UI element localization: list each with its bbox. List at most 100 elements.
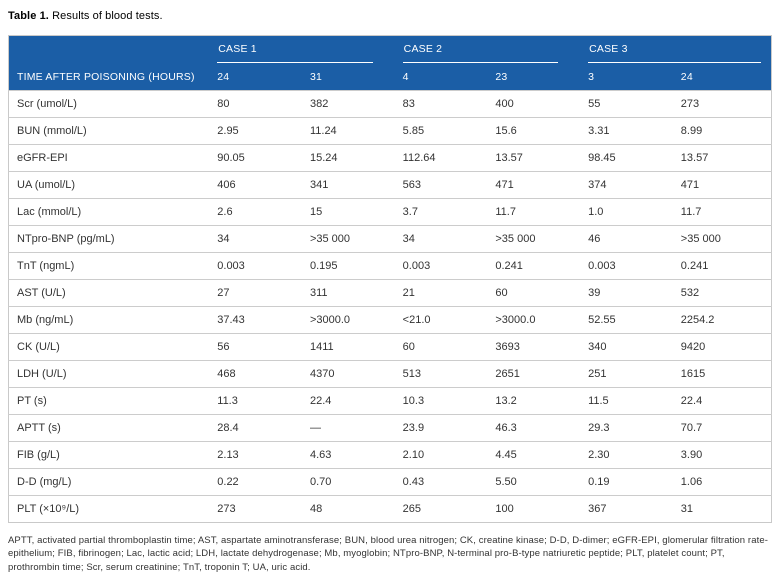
cell-value: 0.19 [586,468,679,496]
blood-tests-table: CASE 1 CASE 2 CASE 3 TIME AFTER POISONING … [8,35,772,523]
table-row: Mb (ng/mL) 37.43 >3000.0 <21.0 >3000.0 52.55 2… [8,306,772,334]
cell-value: 0.43 [400,468,494,496]
cell-value: 15.24 [307,144,401,172]
row-label: AST (U/L) [8,279,216,307]
cell-value: >3000.0 [493,306,587,334]
cell-value: 27 [215,279,308,307]
cell-value: 2.13 [215,441,308,469]
cell-value: 28.4 [215,414,308,442]
cell-value: 563 [400,171,494,199]
cell-value: 3693 [493,333,587,361]
cell-value: 1411 [307,333,401,361]
table-row: APTT (s) 28.4—23.9 46.3 29.3 70.7 [8,414,772,442]
cell-value: 2.6 [215,198,308,226]
table-header: CASE 1 CASE 2 CASE 3 TIME AFTER POISONING … [8,35,772,91]
cell-value: 112.64 [400,144,494,172]
cell-value: 13.57 [678,144,772,172]
cell-value: 34 [400,225,494,253]
cell-value: 80 [215,90,308,118]
case-header-row: CASE 1 CASE 2 CASE 3 [8,35,772,63]
row-label: NTpro-BNP (pg/mL) [8,225,216,253]
cell-value: 21 [400,279,494,307]
cell-value: 2.30 [586,441,679,469]
row-label: Lac (mmol/L) [8,198,216,226]
cell-value: 340 [586,333,679,361]
cell-value: 382 [307,90,401,118]
table-row: D-D (mg/L) 0.22 0.70 0.43 5.50 0.19 1.06 [8,468,772,496]
cell-value: 48 [307,495,401,523]
table-caption-number: Table 1. [8,10,49,22]
cell-value: 70.7 [678,414,772,442]
time-header-cell: 4 [400,63,494,91]
cell-value: 4.63 [307,441,401,469]
cell-value: 1.0 [586,198,679,226]
table-row: BUN (mmol/L) 2.95 11.24 5.85 15.6 3.31 8.99 [8,117,772,145]
cell-value: 34 [215,225,308,253]
cell-value: 11.5 [586,387,679,415]
cell-value: 8.99 [678,117,772,145]
cell-value: 341 [307,171,401,199]
cell-value: 39 [586,279,679,307]
cell-value: 1615 [678,360,772,388]
row-label: FIB (g/L) [8,441,216,469]
time-after-poisoning-header: TIME AFTER POISONING (HOURS) [8,63,216,91]
table-row: FIB (g/L) 2.13 4.63 2.10 4.45 2.30 3.90 [8,441,772,469]
cell-value: 2.10 [400,441,494,469]
cell-value: 374 [586,171,679,199]
cell-value: >35 000 [678,225,772,253]
cell-value: 0.003 [215,252,308,280]
cell-value: 11.24 [307,117,401,145]
row-label: TnT (ngmL) [8,252,216,280]
cell-value: 46 [586,225,679,253]
cell-value: 2.95 [215,117,308,145]
table-row: UA (umol/L) 406 341 563 471 374 471 [8,171,772,199]
cell-value: 37.43 [215,306,308,334]
cell-value: 2254.2 [678,306,772,334]
cell-value: 31 [678,495,772,523]
cell-value: 311 [307,279,401,307]
cell-value: 15.6 [493,117,587,145]
cell-value: 471 [493,171,587,199]
cell-value: 513 [400,360,494,388]
cell-value: 60 [400,333,494,361]
cell-value: 0.241 [493,252,587,280]
cell-value: 1.06 [678,468,772,496]
table-row: AST (U/L) 27 311 21 60 39 532 [8,279,772,307]
row-label: Scr (umol/L) [8,90,216,118]
table-caption: Table 1. Results of blood tests. [8,10,772,22]
table-row: TnT (ngmL) 0.003 0.195 0.003 0.241 0.003 0.241 [8,252,772,280]
cell-value: 13.2 [493,387,587,415]
cell-value: 60 [493,279,587,307]
cell-value: 13.57 [493,144,587,172]
cell-value: 0.22 [215,468,308,496]
cell-value: 29.3 [586,414,679,442]
time-header-cell: 31 [307,63,401,91]
case-group-header: CASE 3 [586,35,772,63]
cell-value: 3.7 [400,198,494,226]
cell-value: 0.003 [400,252,494,280]
cell-value: 83 [400,90,494,118]
cell-value: 22.4 [307,387,401,415]
abbreviations-footnote: APTT, activated partial thromboplastin t… [8,535,768,573]
row-label: eGFR-EPI [8,144,216,172]
row-label: PT (s) [8,387,216,415]
time-header-row: TIME AFTER POISONING (HOURS) 24 31 4 23 3 24 [8,63,772,91]
row-label: Mb (ng/mL) [8,306,216,334]
case-group-header: CASE 2 [400,35,587,63]
time-header-cell: 24 [215,63,308,91]
cell-value: 3.90 [678,441,772,469]
cell-value: 5.85 [400,117,494,145]
table-row: LDH (U/L) 468 4370 513 2651 251 1615 [8,360,772,388]
cell-value: 0.241 [678,252,772,280]
cell-value: 4370 [307,360,401,388]
cell-value: 23.9 [400,414,494,442]
row-label: UA (umol/L) [8,171,216,199]
row-label: PLT (×10⁹/L) [8,495,216,523]
table-row: NTpro-BNP (pg/mL) 34 >35 000 34 >35 000 46 >35… [8,225,772,253]
table-row: eGFR-EPI 90.05 15.24 112.64 13.57 98.45 13.57 [8,144,772,172]
table-row: PLT (×10⁹/L) 273 48 265 100 367 31 [8,495,772,523]
cell-value: 273 [215,495,308,523]
table-row: Scr (umol/L) 80 382 83 400 55 273 [8,90,772,118]
cell-value: >35 000 [307,225,401,253]
row-label: D-D (mg/L) [8,468,216,496]
